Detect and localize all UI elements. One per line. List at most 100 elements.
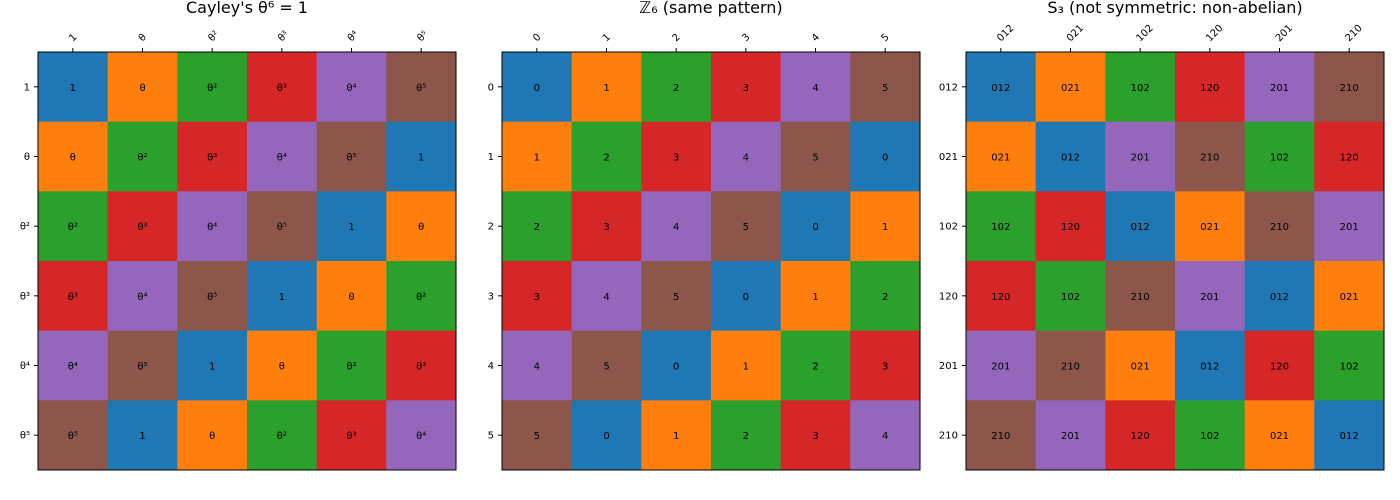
x-tick-label: θ (137, 32, 149, 44)
cell-label: 1 (534, 153, 540, 164)
cell-label: 2 (812, 362, 818, 373)
cell-label: 102 (1061, 292, 1080, 303)
y-tick-label: θ⁴ (20, 361, 30, 372)
cell-label: 0 (534, 83, 540, 94)
heatmap-cell (711, 400, 782, 471)
cell-label: θ⁵ (346, 153, 356, 164)
cell-label: 021 (1061, 83, 1080, 94)
cell-label: 1 (70, 83, 76, 94)
heatmap-cell (38, 400, 109, 471)
heatmap-cell (1175, 52, 1246, 123)
heatmap-cell (38, 330, 109, 401)
x-tick-label: 2 (671, 32, 683, 44)
heatmap-cell (1314, 191, 1385, 262)
cell-label: 2 (743, 431, 749, 442)
panel-title: S₃ (not symmetric: non-abelian) (1047, 0, 1302, 17)
heatmap-cell (1175, 261, 1246, 332)
y-tick-label: 1 (488, 152, 494, 163)
y-tick-label: 0 (488, 82, 494, 93)
panel-title: ℤ₆ (same pattern) (639, 0, 782, 17)
cell-label: 1 (603, 83, 609, 94)
heatmap-cell (1035, 191, 1106, 262)
heatmap-cell (966, 191, 1037, 262)
cell-label: 201 (1340, 222, 1359, 233)
heatmap-cell (571, 191, 642, 262)
heatmap-cell (107, 121, 178, 192)
y-tick-label: 120 (939, 291, 958, 302)
heatmap-cell (966, 121, 1037, 192)
heatmap-cell (966, 400, 1037, 471)
heatmap-cell (1244, 52, 1315, 123)
cell-label: 5 (603, 362, 609, 373)
heatmap-cell (1035, 330, 1106, 401)
cell-label: 3 (743, 83, 749, 94)
heatmap-cell (316, 330, 387, 401)
heatmap-panel-2: ℤ₆ (same pattern) 0 1 2 3 4 5 1 2 3 4 5 0 2 3 4 5 0 1 3 4 5 0 1… (488, 0, 921, 471)
cell-label: θ² (207, 83, 217, 94)
y-tick-label: 1 (24, 82, 30, 93)
cell-label: θ (418, 222, 424, 233)
y-tick-label: θ² (20, 222, 30, 233)
heatmap-cell (502, 330, 573, 401)
cell-label: 210 (1061, 362, 1080, 373)
heatmap-panel-3: S₃ (not symmetric: non-abelian) 012 021 102… (939, 0, 1385, 471)
cell-label: 012 (1270, 292, 1289, 303)
cell-label: 2 (534, 222, 540, 233)
cell-label: 5 (673, 292, 679, 303)
cell-label: 021 (1131, 362, 1150, 373)
y-tick-label: 102 (939, 222, 958, 233)
heatmap-cell (502, 121, 573, 192)
cell-label: 3 (603, 222, 609, 233)
cell-label: 4 (812, 83, 818, 94)
cell-label: θ² (416, 292, 426, 303)
cell-label: 012 (1131, 222, 1150, 233)
heatmap-cell (107, 330, 178, 401)
cell-label: 201 (1131, 153, 1150, 164)
x-tick-label: 4 (810, 32, 822, 44)
cell-label: 4 (603, 292, 609, 303)
heatmap-cell (850, 261, 921, 332)
cell-label: 201 (1200, 292, 1219, 303)
heatmap-cell (780, 330, 851, 401)
heatmap-cell (966, 261, 1037, 332)
cell-label: 0 (812, 222, 818, 233)
heatmap-cell (641, 121, 712, 192)
heatmap-cell (571, 261, 642, 332)
heatmap-cell (1175, 330, 1246, 401)
cell-label: 0 (603, 431, 609, 442)
y-tick-label: 4 (488, 361, 494, 372)
heatmap-cell (177, 261, 248, 332)
cell-label: 102 (991, 222, 1010, 233)
heatmap-cell (1105, 191, 1176, 262)
heatmap-cell (711, 261, 782, 332)
cell-label: 1 (279, 292, 285, 303)
heatmap-cell (966, 52, 1037, 123)
heatmap-cell (1035, 52, 1106, 123)
cell-label: 210 (1131, 292, 1150, 303)
cell-label: 012 (1340, 431, 1359, 442)
heatmap-cell (38, 121, 109, 192)
cell-label: 102 (1131, 83, 1150, 94)
cell-label: θ⁵ (207, 292, 217, 303)
cell-label: θ⁵ (277, 222, 287, 233)
cell-label: 5 (882, 83, 888, 94)
heatmap-cell (1244, 330, 1315, 401)
heatmap-cell (850, 52, 921, 123)
heatmap-cell (1035, 261, 1106, 332)
heatmap-cell (571, 330, 642, 401)
cell-label: 012 (991, 83, 1010, 94)
cell-label: 012 (1061, 153, 1080, 164)
heatmap-cell (316, 191, 387, 262)
cell-label: 1 (743, 362, 749, 373)
heatmap-cell (1035, 400, 1106, 471)
heatmap-cell (641, 52, 712, 123)
heatmap-cell (966, 330, 1037, 401)
heatmap-cell (1105, 400, 1176, 471)
cell-label: 012 (1200, 362, 1219, 373)
heatmap-cell (38, 261, 109, 332)
cell-label: θ (70, 153, 76, 164)
cell-label: 3 (882, 362, 888, 373)
x-tick-label: 012 (995, 23, 1016, 44)
heatmap-cell (641, 261, 712, 332)
